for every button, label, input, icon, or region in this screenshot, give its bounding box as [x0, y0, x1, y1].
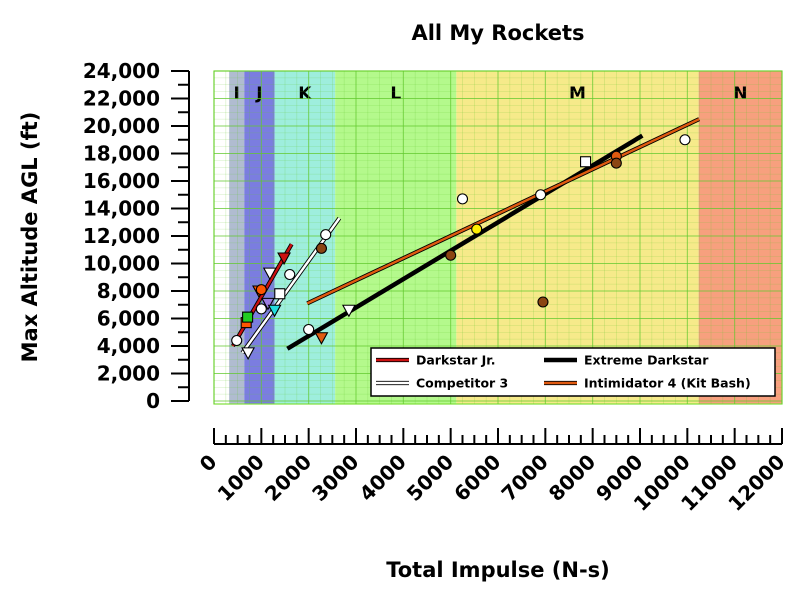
data-point — [277, 252, 291, 266]
data-point — [610, 157, 622, 169]
fit-line-2 — [286, 133, 644, 351]
class-label-J: J — [255, 84, 262, 104]
data-point — [341, 304, 356, 318]
y-tick-label: 24,000 — [83, 59, 160, 83]
y-tick-label: 18,000 — [83, 142, 160, 166]
x-tick-label: 3000 — [307, 450, 363, 506]
y-tick-label: 16,000 — [83, 169, 160, 193]
data-point — [314, 332, 329, 345]
data-point — [284, 268, 296, 281]
fit-lines — [231, 117, 701, 355]
fit-line-0 — [231, 243, 293, 347]
data-points — [231, 134, 691, 361]
legend-label: Intimidator 4 (Kit Bash) — [584, 376, 751, 391]
data-point — [241, 347, 256, 361]
y-tick-label: 14,000 — [83, 197, 160, 221]
data-point — [471, 223, 483, 235]
legend-box — [370, 347, 776, 397]
legend-label: Competitor 3 — [416, 376, 508, 391]
class-label-N: N — [733, 84, 747, 104]
data-point — [537, 296, 549, 308]
x-tick-label: 1000 — [213, 450, 269, 506]
class-label-I: I — [234, 84, 240, 104]
legend: Darkstar Jr. Extreme Darkstar Competitor 3… — [370, 347, 776, 397]
y-tick-label: 4,000 — [97, 334, 160, 358]
y-tick-label: 2,000 — [97, 362, 160, 386]
y-axis-label: Max Altitude AGL (ft) — [18, 112, 42, 363]
y-axis: 0 2,000 4,000 6,000 8,000 10,000 12,000 14,000 1… — [83, 59, 190, 413]
x-tick-label: 8000 — [544, 450, 600, 506]
x-tick-label: 5000 — [402, 450, 458, 506]
y-tick-label: 0 — [146, 389, 160, 413]
data-point — [320, 229, 332, 241]
class-band-I — [229, 71, 245, 404]
data-point — [445, 249, 457, 261]
x-tick-label: 2000 — [260, 450, 316, 506]
data-point — [255, 284, 267, 296]
class-label-L: L — [390, 84, 401, 104]
data-point — [303, 323, 315, 336]
class-label-M: M — [569, 84, 586, 104]
y-tick-label: 6,000 — [97, 307, 160, 331]
x-tick-label: 0 — [195, 450, 222, 477]
x-tick-label: 4000 — [355, 450, 411, 506]
x-axis-label: Total Impulse (N-s) — [386, 558, 610, 582]
y-tick-label: 8,000 — [97, 279, 160, 303]
chart-title: All My Rockets — [411, 21, 584, 45]
data-point — [456, 193, 469, 205]
data-point — [679, 134, 691, 146]
data-point — [267, 304, 282, 318]
x-tick-label: 6000 — [449, 450, 505, 506]
data-point — [255, 303, 267, 315]
y-tick-label: 12,000 — [83, 224, 160, 248]
data-point — [315, 242, 327, 254]
fit-line-1 — [241, 217, 341, 354]
data-point — [580, 156, 592, 168]
legend-label: Darkstar Jr. — [416, 353, 495, 368]
x-tick-label: 7000 — [497, 450, 553, 506]
y-tick-label: 10,000 — [83, 252, 160, 276]
data-point — [242, 311, 254, 323]
data-point — [274, 288, 286, 300]
data-point — [231, 334, 243, 347]
y-tick-label: 22,000 — [83, 87, 160, 111]
data-point — [262, 267, 277, 281]
class-label-K: K — [298, 84, 312, 104]
y-tick-label: 20,000 — [83, 114, 160, 138]
fit-line-3 — [306, 118, 700, 305]
data-point — [261, 297, 275, 311]
legend-label: Extreme Darkstar — [584, 353, 709, 368]
data-point — [535, 189, 547, 201]
x-axis: 0100020003000400050006000700080009000100… — [195, 428, 790, 516]
